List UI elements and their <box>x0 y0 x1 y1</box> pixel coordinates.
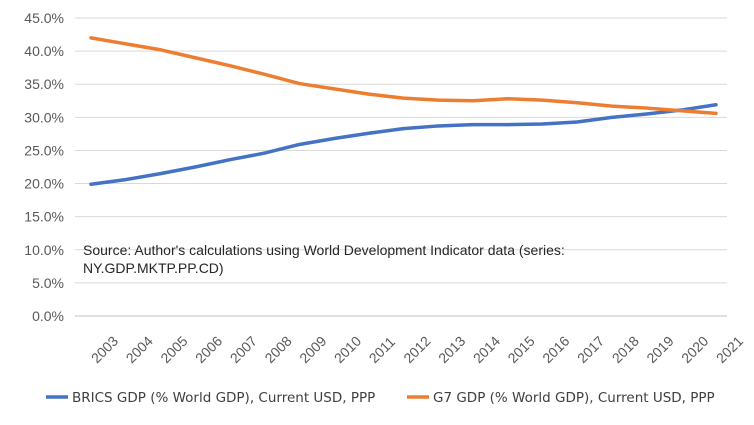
data-point-g7 <box>228 64 232 68</box>
x-tick-label: 2010 <box>331 333 364 366</box>
source-annotation-line-2: NY.GDP.MKTP.PP.CD) <box>83 260 224 276</box>
data-point-g7 <box>193 56 197 60</box>
x-tick-label: 2005 <box>157 333 190 366</box>
x-tick-label: 2014 <box>470 333 503 366</box>
y-tick-label: 25.0% <box>24 142 64 158</box>
data-point-brics <box>124 178 128 182</box>
data-point-g7 <box>402 96 405 100</box>
data-point-g7 <box>158 48 162 52</box>
data-point-brics <box>402 127 405 131</box>
data-point-g7 <box>540 98 544 102</box>
source-annotation-line-1: Source: Author's calculations using Worl… <box>83 242 565 258</box>
y-tick-label: 0.0% <box>32 308 64 324</box>
data-point-g7 <box>367 92 371 96</box>
data-point-brics <box>645 112 649 116</box>
data-point-brics <box>89 182 93 186</box>
y-tick-label: 35.0% <box>24 76 64 92</box>
y-tick-label: 15.0% <box>24 209 64 225</box>
data-point-brics <box>714 103 718 107</box>
data-point-brics <box>506 123 510 127</box>
x-tick-label: 2012 <box>400 333 433 366</box>
data-point-g7 <box>610 104 614 108</box>
data-point-brics <box>471 123 475 127</box>
x-tick-label: 2018 <box>609 333 642 366</box>
y-tick-label: 30.0% <box>24 109 64 125</box>
gridlines <box>75 17 727 284</box>
data-point-brics <box>228 158 232 162</box>
data-point-g7 <box>263 72 267 76</box>
y-tick-label: 10.0% <box>24 242 64 258</box>
x-axis-ticks: 2003 2004 2005 2006 2007 2008 2009 2010 2011 2012… <box>88 333 746 366</box>
legend-label-brics: BRICS GDP (% World GDP), Current USD, PP… <box>72 390 375 406</box>
data-point-g7 <box>124 42 128 46</box>
data-point-g7 <box>679 109 683 113</box>
data-point-g7 <box>332 87 336 91</box>
data-point-g7 <box>575 101 579 105</box>
data-point-g7 <box>714 111 718 115</box>
data-point-brics <box>297 142 301 146</box>
data-point-brics <box>575 120 579 124</box>
data-point-brics <box>436 124 440 128</box>
x-tick-label: 2007 <box>227 333 260 366</box>
data-point-g7 <box>471 99 475 103</box>
data-point-g7 <box>506 97 510 101</box>
x-tick-label: 2009 <box>296 333 329 366</box>
x-tick-label: 2008 <box>261 333 294 366</box>
y-tick-label: 5.0% <box>32 275 64 291</box>
x-tick-label: 2013 <box>435 333 468 366</box>
data-point-g7 <box>89 36 93 40</box>
data-point-brics <box>158 172 162 176</box>
y-axis-ticks: 0.0% 5.0% 10.0% 15.0% 20.0% 25.0% 30.0% 35.0% 40… <box>24 10 64 324</box>
data-point-brics <box>193 165 197 169</box>
series-lines <box>89 36 718 186</box>
x-tick-label: 2016 <box>539 333 572 366</box>
data-point-brics <box>263 151 267 155</box>
data-point-brics <box>332 137 336 141</box>
series-line-brics <box>89 103 718 186</box>
y-tick-label: 40.0% <box>24 43 64 59</box>
legend-label-g7: G7 GDP (% World GDP), Current USD, PPP <box>433 390 715 406</box>
data-point-brics <box>610 115 614 119</box>
series-line-g7 <box>89 36 718 116</box>
x-tick-label: 2015 <box>504 333 537 366</box>
data-point-g7 <box>436 98 440 102</box>
legend: BRICS GDP (% World GDP), Current USD, PP… <box>46 390 715 406</box>
x-tick-label: 2003 <box>88 333 121 366</box>
x-tick-label: 2011 <box>366 333 399 366</box>
x-tick-label: 2021 <box>713 333 746 366</box>
y-tick-label: 45.0% <box>24 10 64 26</box>
data-point-brics <box>367 131 371 135</box>
data-point-brics <box>540 122 544 126</box>
data-point-g7 <box>645 106 649 110</box>
x-tick-label: 2020 <box>678 333 711 366</box>
x-tick-label: 2019 <box>643 333 676 366</box>
y-tick-label: 20.0% <box>24 176 64 192</box>
x-tick-label: 2004 <box>123 333 156 366</box>
data-point-g7 <box>297 82 301 86</box>
x-tick-label: 2006 <box>192 333 225 366</box>
x-tick-label: 2017 <box>574 333 607 366</box>
